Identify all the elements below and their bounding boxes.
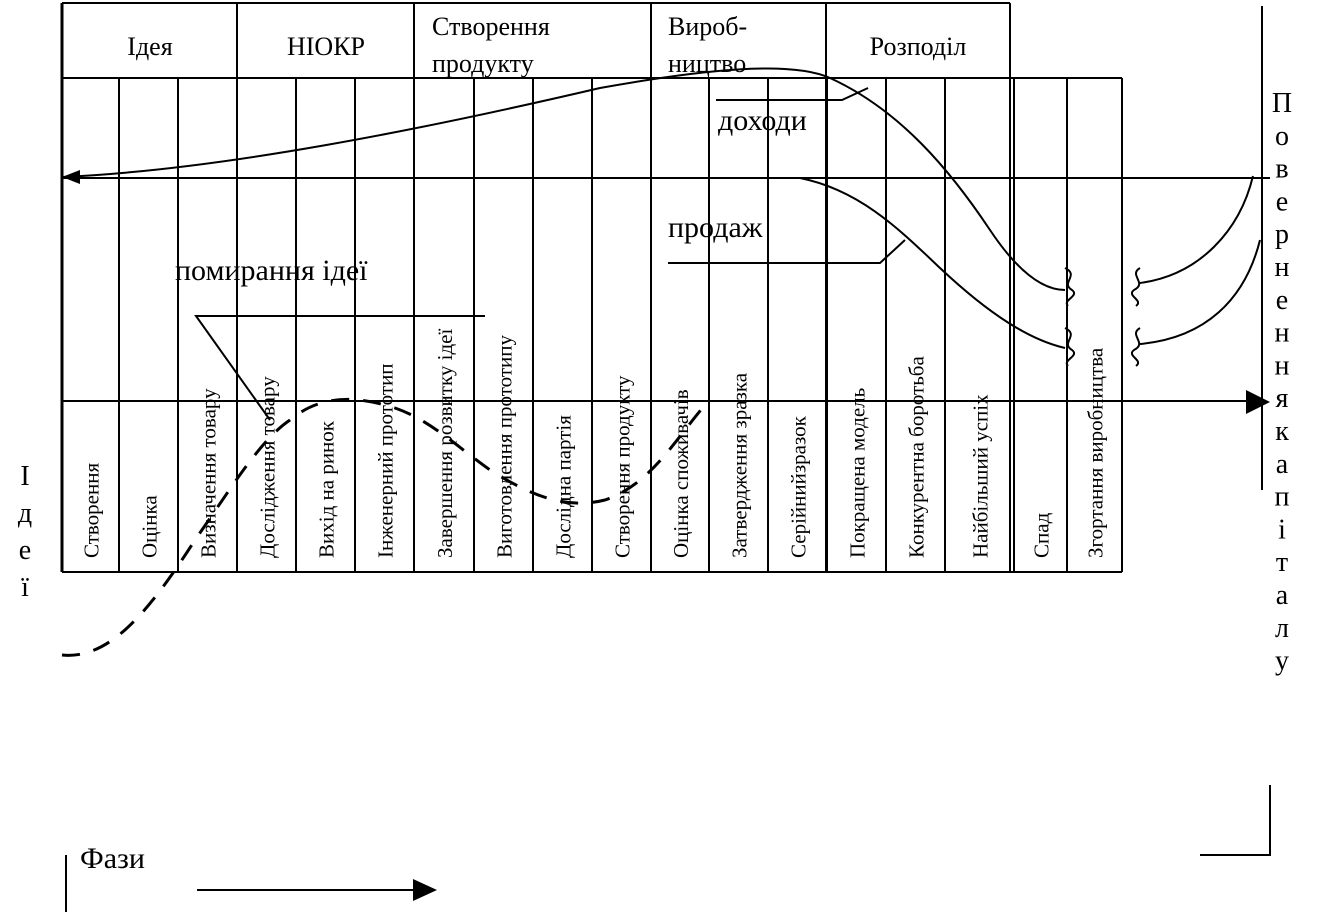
stage-label-9: Дослідна партія [552,415,576,558]
phase-label-2: НІОКР [287,32,365,61]
income-curve [61,67,1066,291]
phase-label-4: Вироб-ництво [668,12,747,78]
stage-label-13: Серійнийзразок [787,415,811,558]
stage-label-1: Створення [80,463,104,558]
stage-grid [118,78,1068,572]
capital-return-arrow-1 [1139,175,1254,284]
income-leader [716,87,869,101]
idea-death-curve [61,397,707,657]
idea-death-leader [194,315,485,421]
capital-return-arrow-2 [1139,239,1261,345]
stage-label-10: Створення продукту [611,375,635,558]
phase-labels: Ідея НІОКР Створення продукту Вироб-ництво Ро… [127,12,966,78]
stage-label-6: Інженерний прототип [374,363,398,558]
stage-label-11: Оцінка споживачів [669,389,693,558]
stage-label-8: Виготовлення прототипу [493,334,517,558]
stage-label-18: Згортання виробництва [1084,347,1108,558]
stage-label-14: Покращена модель [846,388,870,558]
income-label: доходи [718,104,807,137]
phases-axis-label: Фази [80,842,145,875]
stage-label-15: Конкурентна боротьба [905,356,929,558]
right-frame-lower [1200,785,1271,856]
idea-death-label: помирання ідеї [175,254,368,287]
sales-leader [668,239,906,264]
break-mark-4 [1131,327,1141,367]
sales-label: продаж [668,211,763,244]
stage-label-2: Оцінка [138,495,162,558]
stage-label-16: Найбільший успіх [969,394,993,558]
break-mark-3 [1131,267,1141,307]
stage-label-12: Затвердження зразка [728,372,752,558]
stage-label-5: Вихід на ринок [315,420,339,558]
break-mark-2 [1064,327,1075,367]
phase-label-5: Розподіл [870,32,967,61]
phase-label-3: Створення продукту [432,12,550,78]
time-axis-arrowhead [1246,390,1270,414]
sales-curve [799,177,1066,349]
stage-labels: Створення Оцінка Визначення товару Дослідже… [80,329,1108,558]
phase-label-1: Ідея [127,32,172,61]
phases-axis-arrowhead [413,879,437,901]
break-mark-1 [1064,267,1075,307]
income-arrowhead [62,170,80,184]
stage-label-17: Спад [1030,512,1054,558]
